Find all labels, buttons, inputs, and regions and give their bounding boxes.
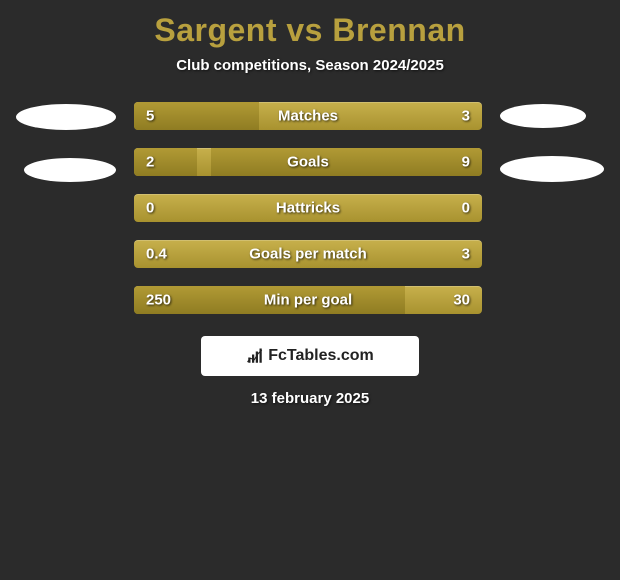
stat-row-hattricks: 0 Hattricks 0 bbox=[134, 194, 482, 222]
bar-right-fill bbox=[211, 148, 482, 176]
chart-icon bbox=[246, 347, 264, 365]
stat-label: Goals bbox=[287, 154, 329, 171]
stat-left-value: 0 bbox=[146, 200, 154, 217]
stat-label: Hattricks bbox=[276, 200, 340, 217]
avatar-placeholder bbox=[500, 156, 604, 182]
stat-right-value: 3 bbox=[462, 108, 470, 125]
stats-area: 5 Matches 3 2 Goals 9 0 Hattricks 0 bbox=[10, 102, 610, 314]
comparison-panel: Sargent vs Brennan Club competitions, Se… bbox=[0, 0, 620, 419]
source-badge[interactable]: FcTables.com bbox=[201, 336, 419, 376]
avatar-placeholder bbox=[500, 104, 586, 128]
stat-left-value: 0.4 bbox=[146, 246, 167, 263]
stat-label: Matches bbox=[278, 108, 338, 125]
avatar-placeholder bbox=[24, 158, 116, 182]
stat-label: Goals per match bbox=[249, 246, 367, 263]
stat-right-value: 30 bbox=[453, 292, 470, 309]
right-player-avatars bbox=[500, 102, 604, 182]
stat-row-goals-per-match: 0.4 Goals per match 3 bbox=[134, 240, 482, 268]
subtitle: Club competitions, Season 2024/2025 bbox=[10, 57, 610, 74]
stat-bars: 5 Matches 3 2 Goals 9 0 Hattricks 0 bbox=[134, 102, 482, 314]
source-label: FcTables.com bbox=[268, 347, 374, 365]
bar-left-fill bbox=[134, 148, 197, 176]
stat-right-value: 9 bbox=[462, 154, 470, 171]
stat-left-value: 2 bbox=[146, 154, 154, 171]
stat-left-value: 250 bbox=[146, 292, 171, 309]
stat-right-value: 3 bbox=[462, 246, 470, 263]
left-player-avatars bbox=[16, 102, 116, 182]
stat-row-matches: 5 Matches 3 bbox=[134, 102, 482, 130]
stat-row-goals: 2 Goals 9 bbox=[134, 148, 482, 176]
stat-row-min-per-goal: 250 Min per goal 30 bbox=[134, 286, 482, 314]
stat-label: Min per goal bbox=[264, 292, 352, 309]
date-label: 13 february 2025 bbox=[10, 390, 610, 407]
stat-left-value: 5 bbox=[146, 108, 154, 125]
avatar-placeholder bbox=[16, 104, 116, 130]
stat-right-value: 0 bbox=[462, 200, 470, 217]
page-title: Sargent vs Brennan bbox=[10, 12, 610, 49]
